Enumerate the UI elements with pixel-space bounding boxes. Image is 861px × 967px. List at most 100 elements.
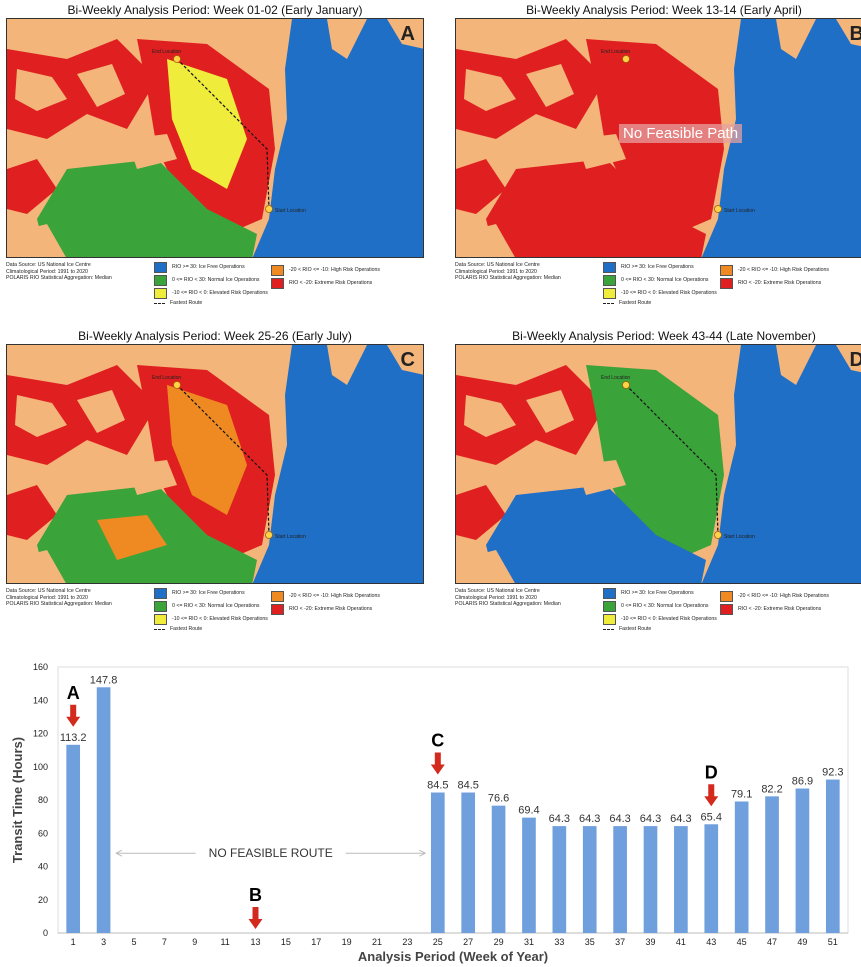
panel-letter: A — [400, 23, 415, 45]
legend-item: 0 <= RIO < 30: Normal Ice Operations — [154, 601, 260, 612]
legend-label: RIO >= 30: Ice Free Operations — [172, 264, 245, 271]
ice-map: End Location Start Location A — [6, 18, 424, 258]
bar — [522, 817, 536, 933]
x-tick-label: 33 — [554, 937, 564, 947]
y-tick-label: 0 — [43, 928, 48, 938]
bar — [552, 826, 567, 933]
start-location-marker — [714, 531, 722, 539]
legend-swatch — [271, 604, 284, 615]
marker-letter: D — [705, 762, 718, 782]
no-feasible-route-label: NO FEASIBLE ROUTE — [209, 846, 333, 860]
y-tick-label: 100 — [33, 762, 48, 772]
x-tick-label: 41 — [676, 937, 686, 947]
data-source: Data Source: US National Ice Centre Clima… — [6, 588, 146, 608]
bar — [765, 796, 779, 933]
bar — [643, 826, 658, 933]
legend-swatch — [603, 275, 616, 286]
end-location-marker — [622, 55, 630, 63]
legend-item: 0 <= RIO < 30: Normal Ice Operations — [154, 275, 260, 286]
panel-title: Bi-Weekly Analysis Period: Week 13-14 (E… — [526, 3, 802, 17]
x-tick-label: 39 — [645, 937, 655, 947]
legend-route: Fastest Route — [154, 626, 202, 633]
legend-swatch — [271, 278, 284, 289]
data-label: 113.2 — [60, 732, 87, 744]
source-line: Climatological Period: 1991 to 2020 — [455, 594, 537, 601]
x-tick-label: 13 — [250, 937, 260, 947]
data-source: Data Source: US National Ice Centre Clima… — [455, 262, 595, 282]
transit-time-chart: 0 20 40 60 80 100 120 140 160 1 3 5 7 9 11 13 15 17 19 21 23… — [0, 655, 861, 967]
legend-label: RIO < -20: Extreme Risk Operations — [289, 280, 373, 287]
legend-item: -20 < RIO <= -10: High Risk Operations — [271, 591, 380, 602]
legend-swatch — [720, 604, 733, 615]
no-route-arrow-left-icon — [115, 849, 123, 857]
legend-label: -20 < RIO <= -10: High Risk Operations — [738, 593, 829, 600]
legend-route-label: Fastest Route — [619, 626, 652, 632]
map-legend: Data Source: US National Ice Centre Clima… — [455, 258, 861, 318]
legend-item: RIO >= 30: Ice Free Operations — [603, 588, 694, 599]
y-tick-label: 80 — [38, 795, 48, 805]
data-label: 92.3 — [822, 767, 843, 779]
map-legend: Data Source: US National Ice Centre Clima… — [6, 584, 424, 644]
panel-title: Bi-Weekly Analysis Period: Week 01-02 (E… — [67, 3, 363, 17]
legend-label: -10 <= RIO < 0: Elevated Risk Operations — [621, 616, 717, 623]
panel-title: Bi-Weekly Analysis Period: Week 25-26 (E… — [78, 329, 352, 343]
source-line: Data Source: US National Ice Centre — [455, 588, 540, 594]
legend-label: RIO >= 30: Ice Free Operations — [621, 590, 694, 597]
legend-item: -20 < RIO <= -10: High Risk Operations — [720, 591, 829, 602]
legend-swatch — [154, 262, 167, 273]
panel-letter: D — [850, 349, 861, 372]
plot-area — [57, 666, 849, 934]
bar — [825, 779, 840, 933]
ice-map: End Location Start Location B No Feasible P… — [455, 18, 861, 258]
legend-item: RIO >= 30: Ice Free Operations — [603, 262, 694, 273]
legend-route: Fastest Route — [154, 300, 202, 307]
start-location-label: Start Location — [275, 208, 306, 214]
x-tick-label: 51 — [828, 937, 838, 947]
legend-item: RIO < -20: Extreme Risk Operations — [720, 604, 821, 615]
legend-item: RIO < -20: Extreme Risk Operations — [271, 278, 372, 289]
legend-route: Fastest Route — [603, 626, 651, 633]
data-label: 147.8 — [90, 674, 118, 686]
data-label: 84.5 — [427, 780, 448, 792]
no-route-arrow-right-icon — [419, 849, 426, 857]
legend-item: -20 < RIO <= -10: High Risk Operations — [720, 265, 829, 276]
data-label: 64.3 — [670, 813, 691, 825]
marker-letter: B — [249, 885, 262, 905]
panel-title: Bi-Weekly Analysis Period: Week 43-44 (L… — [512, 329, 816, 343]
legend-item: -10 <= RIO < 0: Elevated Risk Operations — [154, 614, 268, 625]
map-panel: Bi-Weekly Analysis Period: Week 25-26 (E… — [6, 328, 424, 644]
legend-swatch — [603, 614, 616, 625]
legend-item: RIO < -20: Extreme Risk Operations — [271, 604, 372, 615]
y-tick-label: 40 — [38, 862, 48, 872]
legend-label: 0 <= RIO < 30: Normal Ice Operations — [172, 603, 260, 610]
marker-arrow-icon — [430, 752, 445, 775]
legend-swatch — [720, 278, 733, 289]
bar — [704, 824, 719, 933]
x-tick-label: 19 — [342, 937, 352, 947]
legend-swatch — [603, 601, 616, 612]
source-line: POLARIS RIO Statistical Aggregation: Med… — [455, 601, 561, 607]
data-label: 64.3 — [609, 813, 630, 825]
start-location-label: Start Location — [724, 534, 755, 540]
start-location-marker — [265, 531, 273, 539]
x-tick-label: 35 — [585, 937, 595, 947]
legend-item: -20 < RIO <= -10: High Risk Operations — [271, 265, 380, 276]
data-source: Data Source: US National Ice Centre Clima… — [6, 262, 146, 282]
legend-item: -10 <= RIO < 0: Elevated Risk Operations — [603, 288, 717, 299]
start-location-label: Start Location — [724, 208, 755, 214]
map-panel: Bi-Weekly Analysis Period: Week 13-14 (E… — [455, 2, 861, 318]
data-label: 79.1 — [731, 788, 752, 800]
legend-label: RIO < -20: Extreme Risk Operations — [289, 606, 373, 613]
bar — [582, 826, 597, 933]
legend-label: 0 <= RIO < 30: Normal Ice Operations — [172, 277, 260, 284]
end-location-label: End Location — [601, 375, 630, 381]
bar — [66, 744, 81, 933]
x-tick-label: 27 — [463, 937, 473, 947]
source-line: Data Source: US National Ice Centre — [6, 262, 91, 268]
x-tick-label: 37 — [615, 937, 625, 947]
end-location-label: End Location — [152, 375, 181, 381]
y-tick-label: 20 — [38, 895, 48, 905]
legend-route-label: Fastest Route — [170, 300, 203, 306]
x-tick-label: 45 — [737, 937, 747, 947]
data-label: 64.3 — [640, 813, 661, 825]
